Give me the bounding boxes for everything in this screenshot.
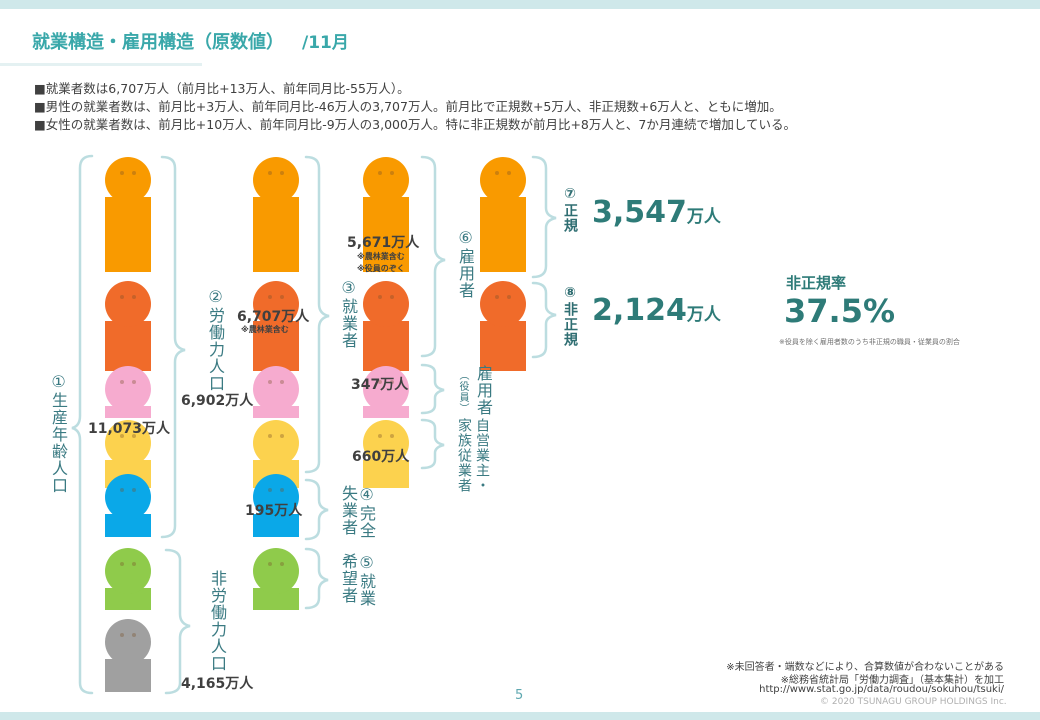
title-period: /11月 bbox=[302, 33, 349, 53]
label-executives-sub: （役員） bbox=[457, 370, 468, 414]
person-orange-icon bbox=[480, 157, 526, 272]
bracket-not-labor-force bbox=[164, 548, 191, 695]
value-labor-force: 6,902万人 bbox=[181, 393, 254, 409]
label-executives: 雇用者 bbox=[474, 365, 493, 416]
note-employees-1: ※農林業含む bbox=[357, 252, 405, 261]
copyright: © 2020 TSUNAGU GROUP HOLDINGS Inc. bbox=[820, 697, 1007, 707]
label-want-job-1: ⑤就業 bbox=[357, 553, 376, 607]
person-blue-icon bbox=[253, 474, 299, 537]
label-unemployed-1: ④完全 bbox=[357, 485, 376, 539]
label-employed: ③就業者 bbox=[339, 278, 358, 349]
person-green-icon bbox=[105, 548, 151, 610]
person-green-icon bbox=[253, 548, 299, 610]
label-regular: ⑦正規 bbox=[561, 186, 579, 233]
person-dark-orange-icon bbox=[480, 281, 526, 371]
note-employed: ※農林業含む bbox=[241, 325, 289, 334]
person-gray-icon bbox=[105, 619, 151, 692]
label-self-employed-1: 自営業主・ bbox=[474, 418, 490, 493]
bracket-want-job bbox=[304, 547, 329, 610]
bracket-working-age bbox=[71, 154, 94, 695]
footer-url[interactable]: http://www.stat.go.jp/data/roudou/sokuho… bbox=[759, 684, 1004, 695]
person-pink-icon bbox=[363, 366, 409, 418]
page-number: 5 bbox=[515, 688, 524, 703]
person-yellow-icon bbox=[363, 420, 409, 488]
non-regular-text: 非正規 bbox=[562, 302, 578, 347]
value-employees: 5,671万人 bbox=[347, 235, 420, 251]
value-unemployed: 195万人 bbox=[245, 503, 303, 519]
value-executives: 347万人 bbox=[351, 377, 409, 393]
bullet-item: ■女性の就業者数は、前月比+10万人、前年同月比-9万人の3,000万人。特に非… bbox=[34, 117, 796, 132]
person-dark-orange-icon bbox=[253, 281, 299, 371]
top-bar bbox=[0, 0, 1040, 9]
person-pink-icon bbox=[253, 366, 299, 418]
bullet-item: ■就業者数は6,707万人（前月比+13万人、前年同月比-55万人）。 bbox=[34, 81, 410, 96]
label-want-job-2: 希望者 bbox=[339, 553, 358, 604]
value-non-regular: 2,124万人 bbox=[592, 293, 721, 328]
label-labor-force: ②労働力人口 bbox=[206, 287, 225, 392]
page-title: 就業構造・雇用構造（原数値） /11月 bbox=[32, 28, 349, 54]
non-regular-rate-label: 非正規率 bbox=[786, 274, 847, 292]
person-orange-icon bbox=[105, 157, 151, 272]
title-text: 就業構造・雇用構造（原数値） bbox=[32, 32, 284, 53]
regular-unit: 万人 bbox=[686, 207, 721, 227]
bracket-employees bbox=[420, 155, 446, 358]
label-working-age: ①生産年齢人口 bbox=[49, 372, 68, 494]
value-self-employed: 660万人 bbox=[352, 449, 410, 465]
summary-bullets: ■就業者数は6,707万人（前月比+13万人、前年同月比-55万人）。 ■男性の… bbox=[34, 80, 796, 134]
non-regular-num: ⑧ bbox=[562, 285, 578, 302]
footer-note-1: ※未回答者・端数などにより、合算数値が合わないことがある bbox=[726, 662, 1004, 673]
regular-text: 正規 bbox=[562, 203, 578, 233]
footer-note-2: ※総務省統計局「労働力調査」（基本集計）を加工 bbox=[780, 675, 1004, 686]
title-underline bbox=[0, 63, 202, 66]
person-pink-icon bbox=[105, 366, 151, 418]
person-orange-icon bbox=[363, 157, 409, 272]
label-employees: ⑥雇用者 bbox=[456, 228, 475, 299]
non-regular-rate-value: 37.5% bbox=[784, 292, 896, 330]
value-regular: 3,547万人 bbox=[592, 195, 721, 230]
label-self-employed-2: 家族従業者 bbox=[456, 418, 472, 493]
non-regular-rate-note: ※役員を除く雇用者数のうち非正規の職員・従業員の割合 bbox=[779, 338, 960, 346]
label-non-regular: ⑧非正規 bbox=[561, 285, 579, 347]
note-employees-2: ※役員のぞく bbox=[357, 264, 405, 273]
regular-number: 3,547 bbox=[592, 195, 687, 230]
person-orange-icon bbox=[253, 157, 299, 272]
regular-num: ⑦ bbox=[562, 186, 578, 203]
bracket-unemployed bbox=[304, 478, 329, 541]
bracket-executives bbox=[420, 363, 445, 415]
bottom-bar bbox=[0, 712, 1040, 720]
value-working-age: 11,073万人 bbox=[88, 421, 171, 437]
person-dark-orange-icon bbox=[363, 281, 409, 371]
label-unemployed-2: 失業者 bbox=[339, 485, 358, 536]
value-not-labor-force: 4,165万人 bbox=[181, 676, 254, 692]
bracket-self-employed bbox=[420, 418, 445, 470]
value-employed: 6,707万人 bbox=[237, 309, 310, 325]
bracket-labor-force bbox=[160, 155, 186, 539]
person-blue-icon bbox=[105, 474, 151, 537]
bracket-non-regular bbox=[531, 281, 557, 359]
person-dark-orange-icon bbox=[105, 281, 151, 371]
non-regular-unit: 万人 bbox=[686, 305, 721, 325]
non-regular-number: 2,124 bbox=[592, 293, 687, 328]
bracket-regular bbox=[531, 155, 557, 279]
bracket-employed bbox=[304, 155, 330, 474]
bullet-item: ■男性の就業者数は、前月比+3万人、前年同月比-46万人の3,707万人。前月比… bbox=[34, 99, 782, 114]
label-not-labor-force: 非労働力人口 bbox=[208, 570, 227, 672]
